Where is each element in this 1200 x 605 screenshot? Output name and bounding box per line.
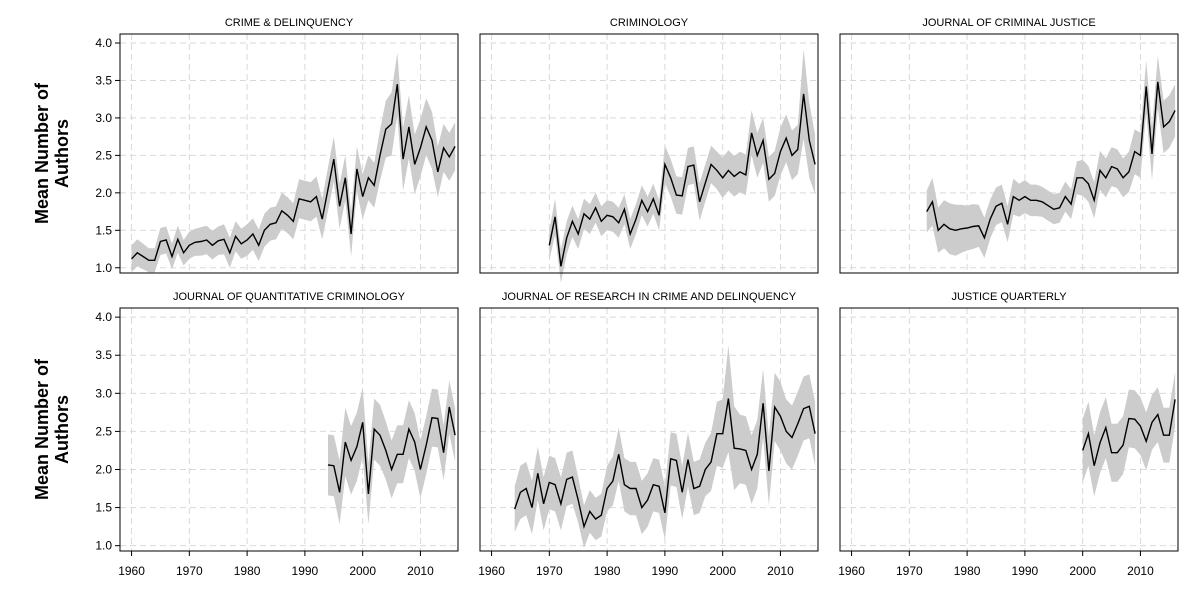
panel-title: JOURNAL OF RESEARCH IN CRIME AND DELINQU… [502, 291, 797, 303]
panel-3: JOURNAL OF CRIMINAL JUSTICE [839, 17, 1179, 274]
series-line-mean [1082, 399, 1176, 466]
y-tick-label: 1.0 [95, 539, 112, 553]
x-tick-label: 1980 [234, 564, 261, 578]
y-tick-label: 3.5 [95, 348, 112, 362]
x-tick-label: 1980 [954, 564, 981, 578]
y-axis-title-line: Authors [52, 119, 72, 188]
confidence-band [1082, 372, 1176, 497]
x-tick-label: 1990 [292, 564, 319, 578]
x-tick-label: 1990 [1012, 564, 1039, 578]
x-tick-label: 1970 [536, 564, 563, 578]
x-tick-label: 2010 [407, 564, 434, 578]
panel-title: CRIME & DELINQUENCY [225, 17, 354, 29]
panel-frame [119, 307, 459, 552]
y-axis-title-line: Authors [52, 395, 72, 464]
y-tick-label: 2.0 [95, 186, 112, 200]
confidence-band [514, 345, 816, 548]
y-tick-label: 1.5 [95, 501, 112, 515]
y-tick-label: 2.5 [95, 424, 112, 438]
panel-frame [479, 307, 819, 552]
y-axis-title-line: Mean Number of [32, 358, 52, 500]
x-tick-label: 2000 [1069, 564, 1096, 578]
x-tick-label: 1970 [896, 564, 923, 578]
x-tick-label: 1990 [652, 564, 679, 578]
y-axis-title: Mean Number ofAuthors [32, 82, 72, 224]
y-tick-label: 1.5 [95, 223, 112, 237]
panel-4: JOURNAL OF QUANTITATIVE CRIMINOLOGY 1.0 1.… [32, 291, 459, 578]
panel-frame [839, 33, 1179, 274]
y-tick-label: 3.5 [95, 73, 112, 87]
panel-1: CRIME & DELINQUENCY 1.0 1.5 2.0 2.5 3.0 3.5 4.0… [32, 17, 459, 275]
panel-2: CRIMINOLOGY [479, 17, 819, 283]
x-tick-label: 1960 [118, 564, 145, 578]
series-line-mean [327, 406, 456, 494]
series-line-mean [926, 81, 1176, 240]
x-tick-label: 2000 [349, 564, 376, 578]
y-axis-title: Mean Number ofAuthors [32, 358, 72, 500]
x-tick-label: 2010 [1127, 564, 1154, 578]
panel-title: JOURNAL OF CRIMINAL JUSTICE [922, 17, 1095, 29]
y-tick-label: 1.0 [95, 261, 112, 275]
series-line-mean [131, 84, 456, 261]
x-tick-label: 2010 [767, 564, 794, 578]
confidence-band [549, 49, 816, 283]
x-tick-label: 1970 [176, 564, 203, 578]
confidence-band [926, 55, 1176, 259]
panel-frame [839, 307, 1179, 552]
x-tick-label: 1980 [594, 564, 621, 578]
x-tick-label: 1960 [478, 564, 505, 578]
panel-title: JOURNAL OF QUANTITATIVE CRIMINOLOGY [173, 291, 406, 303]
x-tick-label: 2000 [709, 564, 736, 578]
y-tick-label: 4.0 [95, 310, 112, 324]
y-tick-label: 2.5 [95, 148, 112, 162]
series-line-mean [548, 93, 816, 267]
x-tick-label: 1960 [838, 564, 865, 578]
y-tick-label: 3.0 [95, 111, 112, 125]
y-tick-label: 2.0 [95, 462, 112, 476]
confidence-band [131, 52, 456, 273]
panel-5: JOURNAL OF RESEARCH IN CRIME AND DELINQU… [478, 291, 819, 578]
panel-title: JUSTICE QUARTERLY [951, 291, 1067, 303]
panel-frame [119, 33, 459, 274]
panel-frame [479, 33, 819, 274]
y-tick-label: 4.0 [95, 36, 112, 50]
series-line-mean [514, 398, 816, 530]
y-tick-label: 3.0 [95, 386, 112, 400]
y-axis-title-line: Mean Number of [32, 82, 52, 224]
panel-title: CRIMINOLOGY [610, 17, 689, 29]
confidence-band [328, 380, 456, 525]
panel-6: JUSTICE QUARTERLY 1960 1970 1980 1990 2000 201… [838, 291, 1179, 578]
